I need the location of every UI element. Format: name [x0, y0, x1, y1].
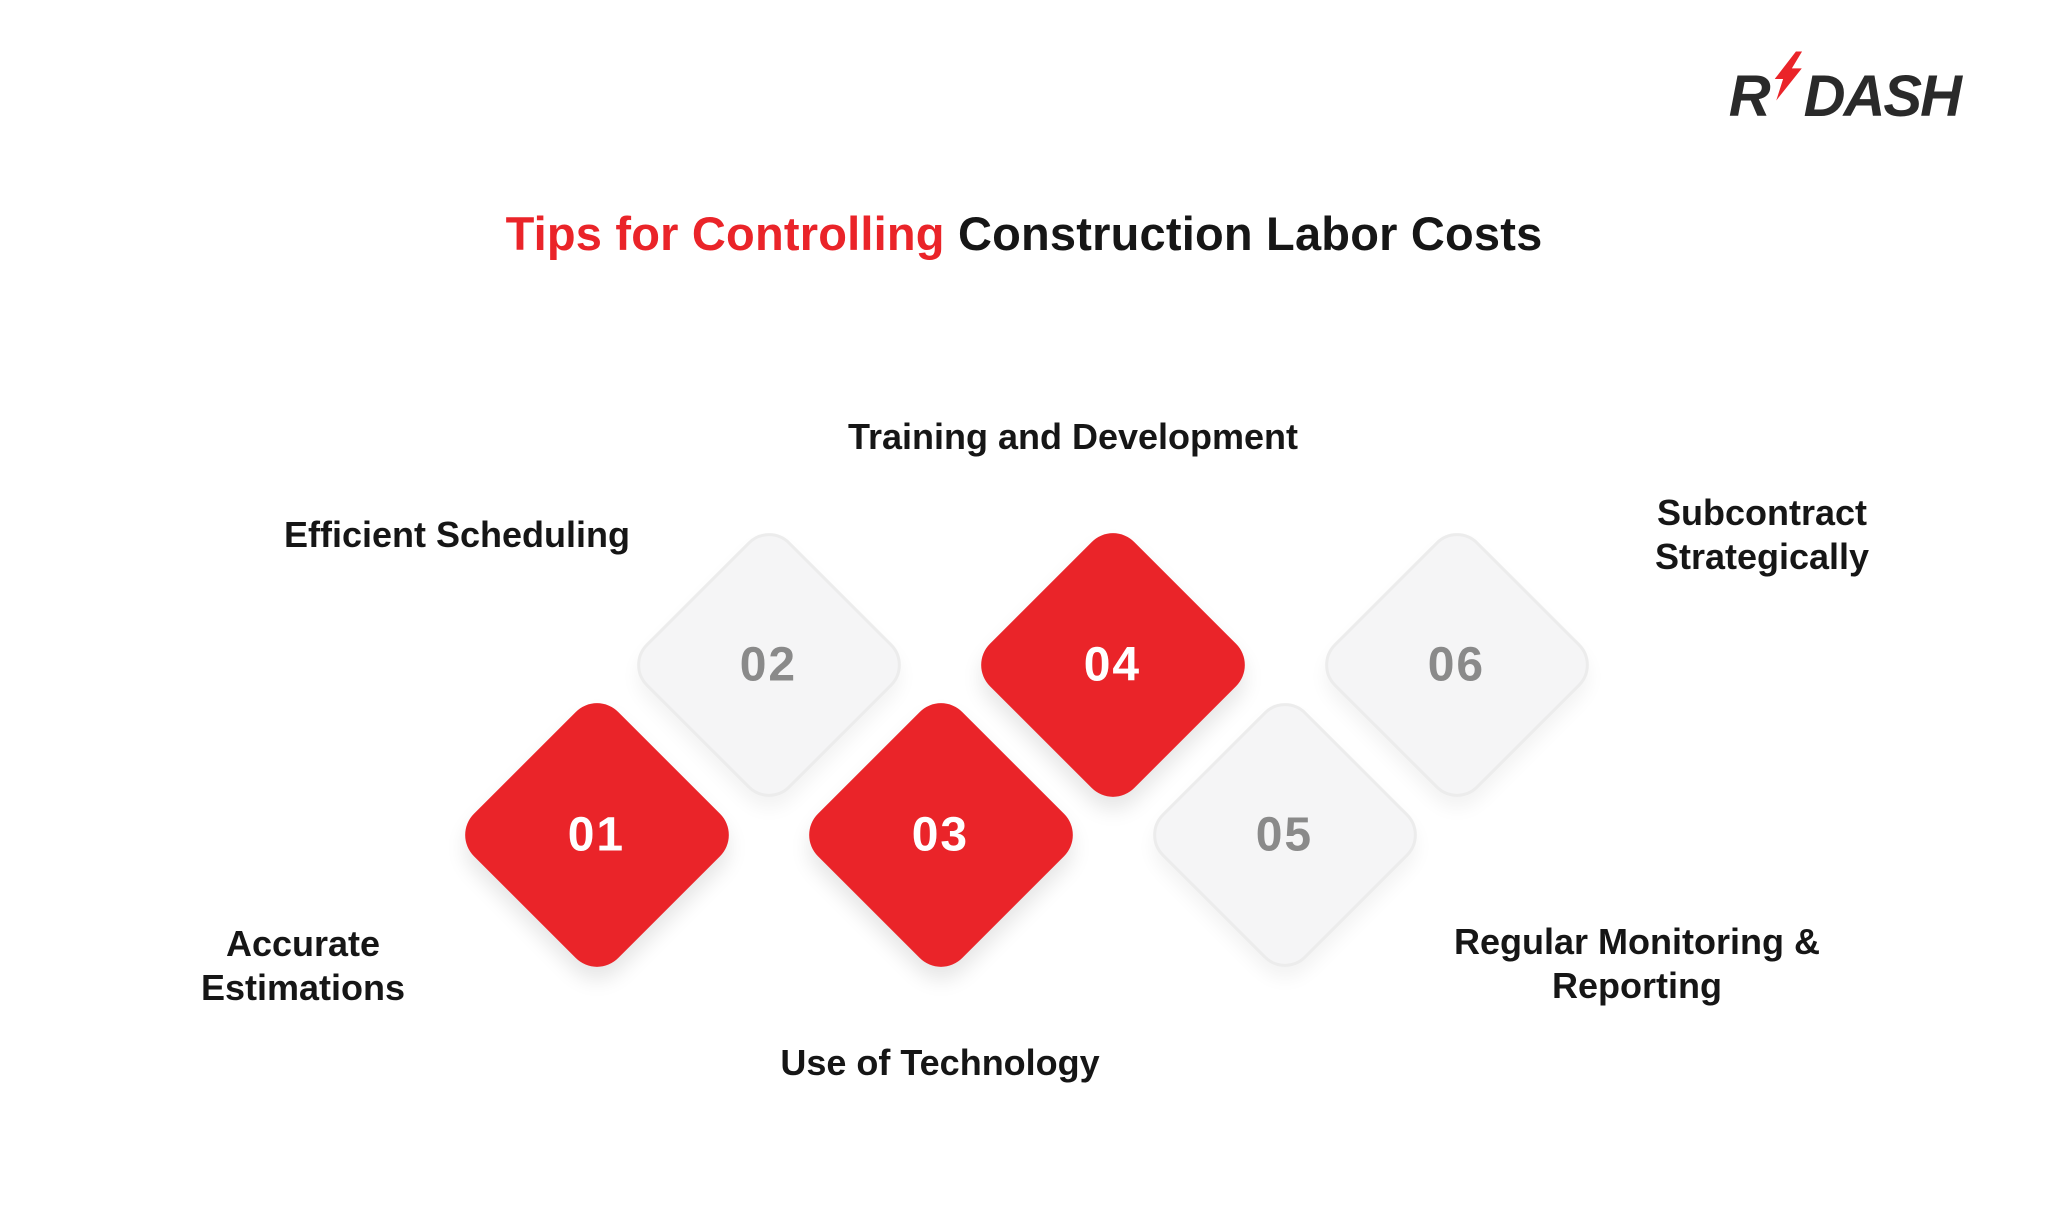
- label-use-of-technology: Use of Technology: [780, 1042, 1100, 1084]
- diamond-03-number: 03: [912, 808, 970, 862]
- page-title-highlight: Tips for Controlling: [505, 207, 945, 260]
- page-title: Tips for Controlling Construction Labor …: [0, 206, 2048, 262]
- page-title-rest: Construction Labor Costs: [944, 207, 1543, 260]
- logo-text-dash: DASH: [1803, 64, 1962, 129]
- logo-text-r: R: [1728, 64, 1771, 129]
- rdash-logo: R DASH: [1728, 51, 1962, 129]
- diamond-05-number: 05: [1256, 808, 1314, 862]
- label-training-development: Training and Development: [847, 416, 1299, 458]
- lightning-bolt-icon: [1772, 50, 1803, 102]
- label-accurate-estimations: Accurate Estimations: [200, 923, 406, 1008]
- diamond-06-number: 06: [1428, 638, 1486, 692]
- diamond-02-number: 02: [740, 638, 798, 692]
- label-efficient-scheduling: Efficient Scheduling: [283, 514, 631, 556]
- label-regular-monitoring: Regular Monitoring & Reporting: [1454, 921, 1820, 1006]
- diamond-04-number: 04: [1084, 638, 1142, 692]
- label-subcontract-strategically: Subcontract Strategically: [1654, 492, 1870, 577]
- diamond-01-number: 01: [568, 808, 626, 862]
